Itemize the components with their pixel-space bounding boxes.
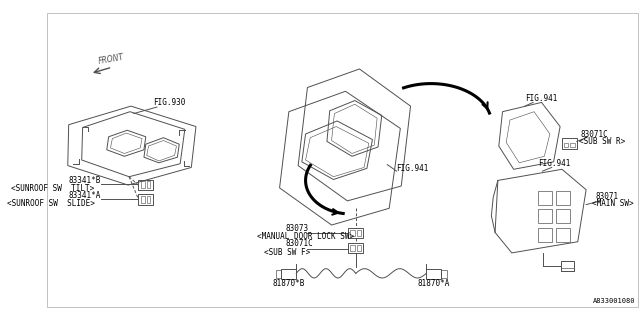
Text: <MAIN SW>: <MAIN SW> xyxy=(592,199,634,208)
Bar xyxy=(138,180,153,190)
Text: FIG.930: FIG.930 xyxy=(153,98,185,107)
Text: <SUB SW R>: <SUB SW R> xyxy=(579,137,625,146)
Text: A833001080: A833001080 xyxy=(593,298,636,304)
Bar xyxy=(147,181,150,188)
Bar xyxy=(141,181,145,188)
Bar xyxy=(564,143,568,147)
Text: <MANUAL DOOR LOCK SW>: <MANUAL DOOR LOCK SW> xyxy=(257,232,355,241)
Bar xyxy=(562,138,577,149)
Bar xyxy=(441,270,447,278)
Text: 83071C: 83071C xyxy=(285,239,313,248)
Bar xyxy=(556,228,570,242)
Bar xyxy=(356,244,362,251)
Text: <SUNROOF SW  SLIDE>: <SUNROOF SW SLIDE> xyxy=(7,198,95,207)
Bar xyxy=(348,243,363,253)
Bar xyxy=(276,270,282,278)
Bar xyxy=(147,196,150,203)
Text: FIG.941: FIG.941 xyxy=(538,159,571,168)
Bar xyxy=(570,143,575,147)
Bar xyxy=(282,269,296,279)
Text: 83341*B: 83341*B xyxy=(69,176,101,185)
Text: FIG.941: FIG.941 xyxy=(525,93,557,102)
Bar xyxy=(538,191,552,204)
Text: <SUNROOF SW  TILT>: <SUNROOF SW TILT> xyxy=(12,184,95,193)
Bar xyxy=(561,261,574,270)
Text: FRONT: FRONT xyxy=(97,53,125,66)
Text: 81870*A: 81870*A xyxy=(417,279,450,288)
Bar xyxy=(138,194,153,204)
Text: 83341*A: 83341*A xyxy=(69,191,101,200)
Bar xyxy=(556,191,570,204)
Bar xyxy=(556,209,570,223)
Text: <SUB SW F>: <SUB SW F> xyxy=(264,248,310,257)
Text: 83071C: 83071C xyxy=(580,130,608,139)
Text: 81870*B: 81870*B xyxy=(273,279,305,288)
Bar xyxy=(538,228,552,242)
Text: 83071: 83071 xyxy=(595,192,618,201)
Bar xyxy=(561,268,574,271)
Text: FIG.941: FIG.941 xyxy=(397,164,429,173)
Bar xyxy=(538,209,552,223)
Bar xyxy=(350,230,355,236)
Bar xyxy=(356,230,362,236)
Bar xyxy=(348,228,363,238)
Text: 83073: 83073 xyxy=(285,224,308,233)
Bar xyxy=(350,244,355,251)
Bar xyxy=(141,196,145,203)
Bar xyxy=(426,269,441,279)
